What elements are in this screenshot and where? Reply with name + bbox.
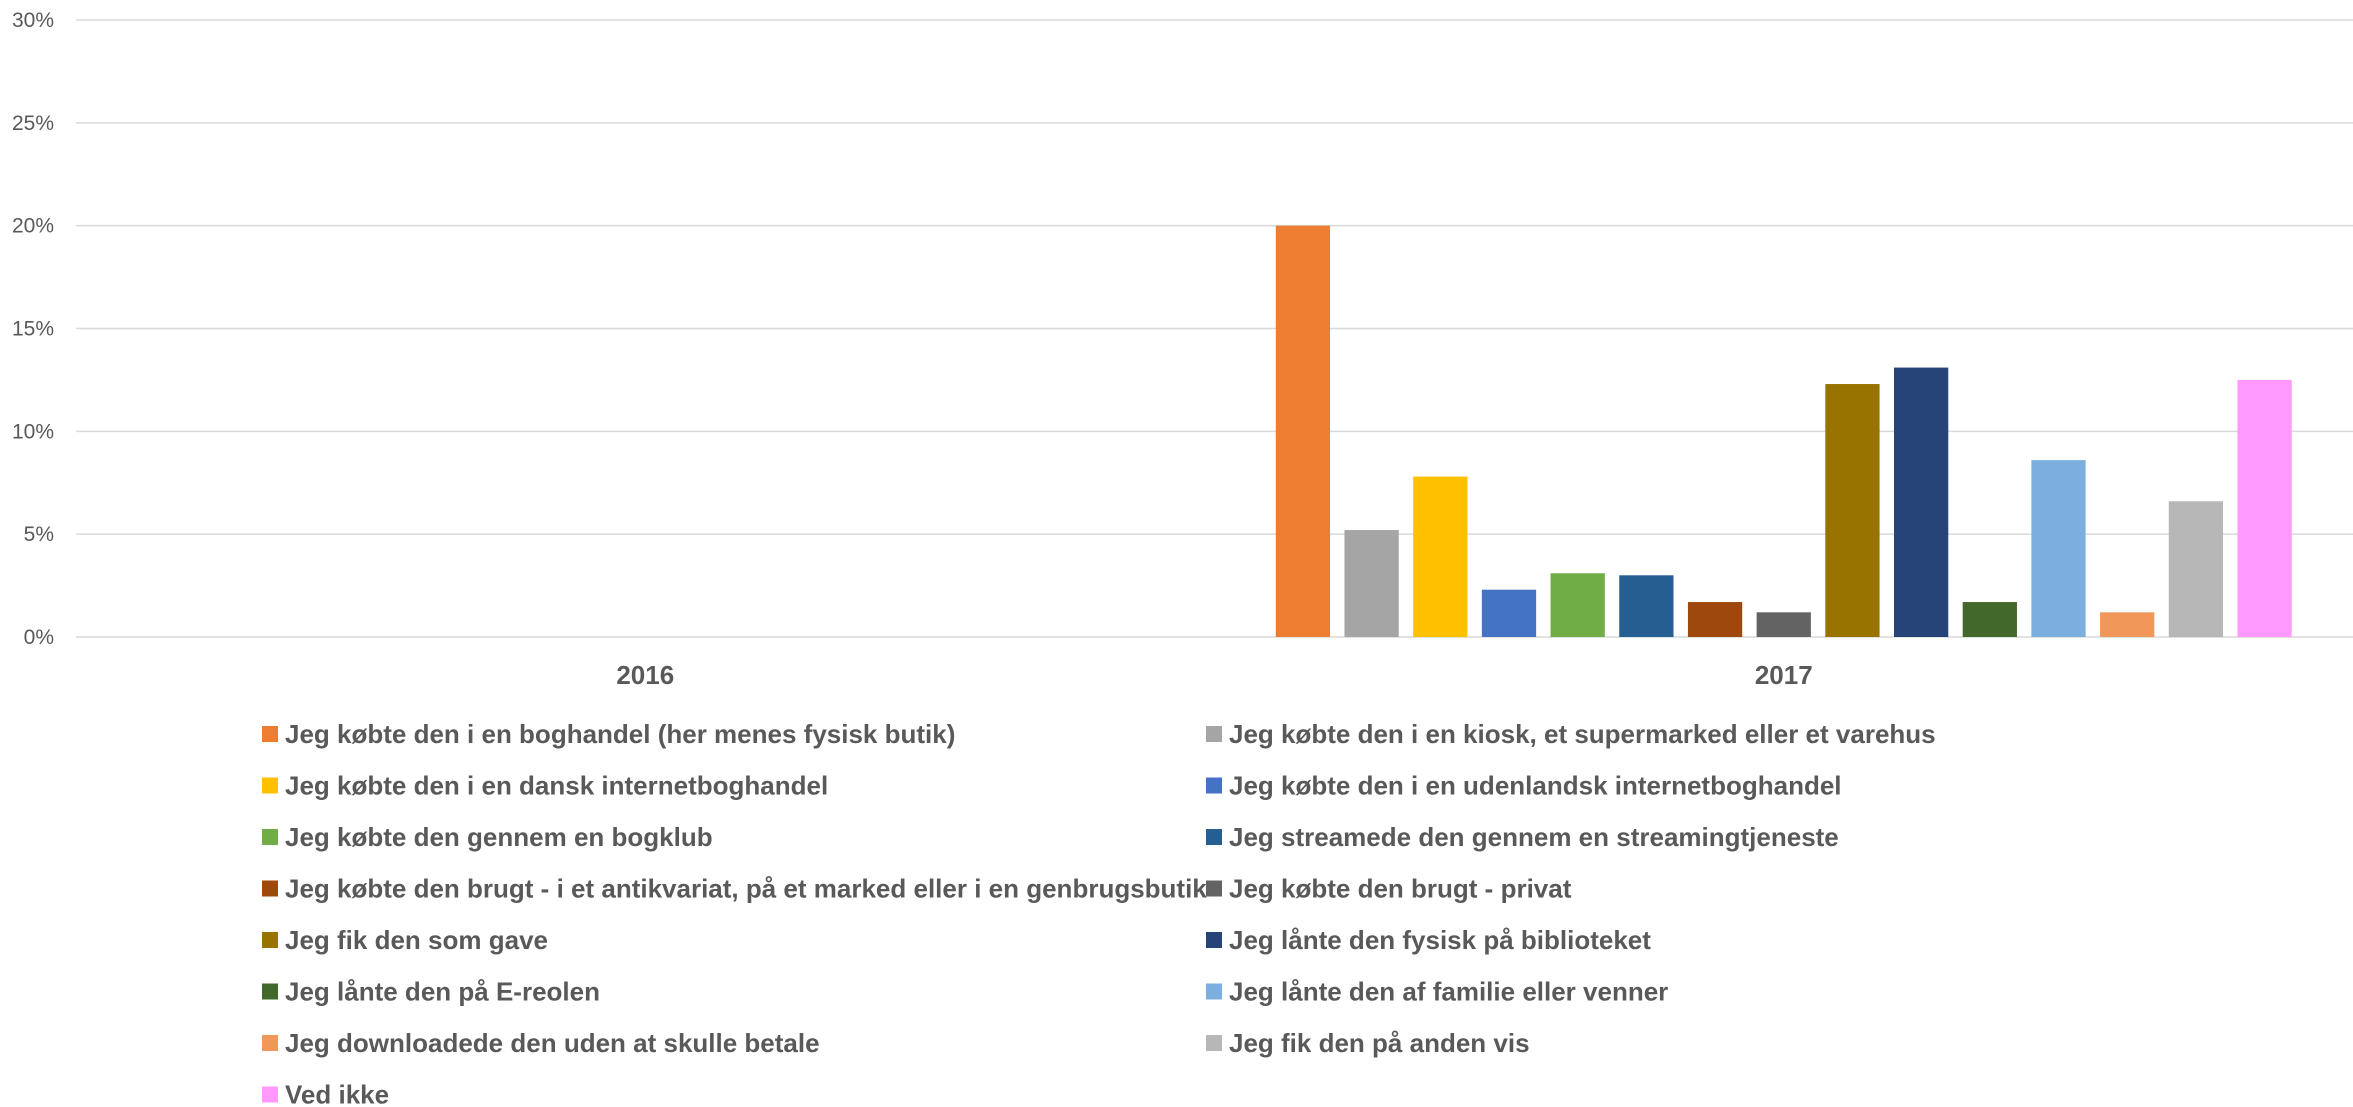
legend-label: Jeg købte den brugt - i et antikvariat, … (285, 874, 1207, 904)
legend-item: Jeg købte den i en udenlandsk internetbo… (1206, 771, 1842, 801)
bar-2017-series-15 (2237, 379, 2292, 637)
legend-swatch (262, 829, 278, 845)
legend-item: Jeg købte den gennem en bogklub (262, 822, 713, 852)
legend-swatch (1206, 777, 1222, 794)
y-tick-label: 30% (12, 9, 54, 32)
legend-swatch (1206, 932, 1222, 948)
bars (1275, 225, 2292, 637)
legend-swatch (1206, 726, 1222, 742)
x-category-label: 2016 (616, 660, 674, 690)
legend-swatch (262, 880, 278, 897)
bar-2017-series-9 (1825, 384, 1880, 637)
legend-item: Jeg købte den i en boghandel (her menes … (262, 719, 955, 749)
y-tick-label: 5% (24, 523, 54, 546)
y-axis-tick-labels: 0% 5% 10% 15% 20% 25% 30% (12, 9, 54, 649)
bar-2017-series-6 (1619, 575, 1674, 637)
bar-2017-series-7 (1687, 602, 1743, 637)
legend-swatch (262, 1035, 278, 1051)
y-tick-label: 10% (12, 420, 54, 443)
x-axis-category-labels: 2016 2017 (616, 660, 1812, 690)
legend-item: Jeg lånte den på E-reolen (262, 977, 600, 1007)
legend-item: Jeg købte den i en dansk internetboghand… (262, 771, 828, 801)
legend-label: Jeg fik den som gave (285, 925, 548, 955)
legend-item: Jeg købte den i en kiosk, et supermarked… (1206, 719, 1936, 749)
legend-label: Jeg købte den i en dansk internetboghand… (285, 771, 828, 801)
legend-label: Jeg købte den i en kiosk, et supermarked… (1229, 719, 1936, 749)
legend-swatch (262, 726, 278, 742)
bar-2017-series-5 (1550, 573, 1605, 637)
legend-label: Jeg købte den i en udenlandsk internetbo… (1229, 771, 1842, 801)
bar-2017-series-10 (1893, 367, 1949, 637)
y-tick-label: 0% (24, 626, 54, 649)
legend-label: Jeg købte den i en boghandel (her menes … (285, 719, 955, 749)
gridlines (76, 19, 2353, 638)
y-tick-label: 25% (12, 112, 54, 135)
legend-swatch (262, 932, 278, 948)
legend-label: Ved ikke (285, 1080, 389, 1107)
y-tick-label: 20% (12, 215, 54, 238)
legend-label: Jeg købte den gennem en bogklub (285, 822, 713, 852)
legend-swatch (1206, 880, 1222, 897)
legend-swatch (262, 983, 278, 1000)
bar-2017-series-8 (1756, 612, 1811, 637)
legend-item: Jeg købte den brugt - privat (1206, 874, 1572, 904)
bar-2017-series-11 (1962, 602, 2017, 637)
legend-item: Jeg fik den på anden vis (1206, 1028, 1530, 1058)
legend-item: Jeg købte den brugt - i et antikvariat, … (262, 874, 1207, 904)
x-category-label: 2017 (1755, 660, 1813, 690)
legend-label: Jeg lånte den fysisk på biblioteket (1229, 925, 1651, 955)
legend-label: Jeg købte den brugt - privat (1229, 874, 1572, 904)
bar-2017-series-1 (1275, 225, 1331, 637)
legend-item: Ved ikke (262, 1080, 389, 1107)
legend-label: Jeg downloadede den uden at skulle betal… (285, 1028, 820, 1058)
legend-item: Jeg lånte den fysisk på biblioteket (1206, 925, 1651, 955)
legend-swatch (1206, 1035, 1222, 1051)
legend-swatch (1206, 829, 1222, 845)
bar-2017-series-2 (1344, 530, 1399, 637)
legend-swatch (262, 1086, 278, 1103)
legend: Jeg købte den i en boghandel (her menes … (262, 719, 1936, 1107)
legend-label: Jeg lånte den af familie eller venner (1229, 977, 1668, 1007)
legend-item: Jeg fik den som gave (262, 925, 548, 955)
legend-item: Jeg lånte den af familie eller venner (1206, 977, 1668, 1007)
legend-item: Jeg streamede den gennem en streamingtje… (1206, 822, 1839, 852)
legend-swatch (262, 777, 278, 794)
y-tick-label: 15% (12, 318, 54, 341)
bar-2017-series-14 (2168, 501, 2224, 637)
legend-label: Jeg fik den på anden vis (1229, 1028, 1530, 1058)
bar-2017-series-13 (2100, 612, 2155, 637)
bar-2017-series-3 (1413, 476, 1468, 637)
legend-item: Jeg downloadede den uden at skulle betal… (262, 1028, 820, 1058)
legend-swatch (1206, 983, 1222, 1000)
legend-label: Jeg lånte den på E-reolen (285, 977, 600, 1007)
bar-2017-series-12 (2031, 460, 2086, 637)
legend-label: Jeg streamede den gennem en streamingtje… (1229, 822, 1839, 852)
bar-2017-series-4 (1481, 589, 1537, 637)
